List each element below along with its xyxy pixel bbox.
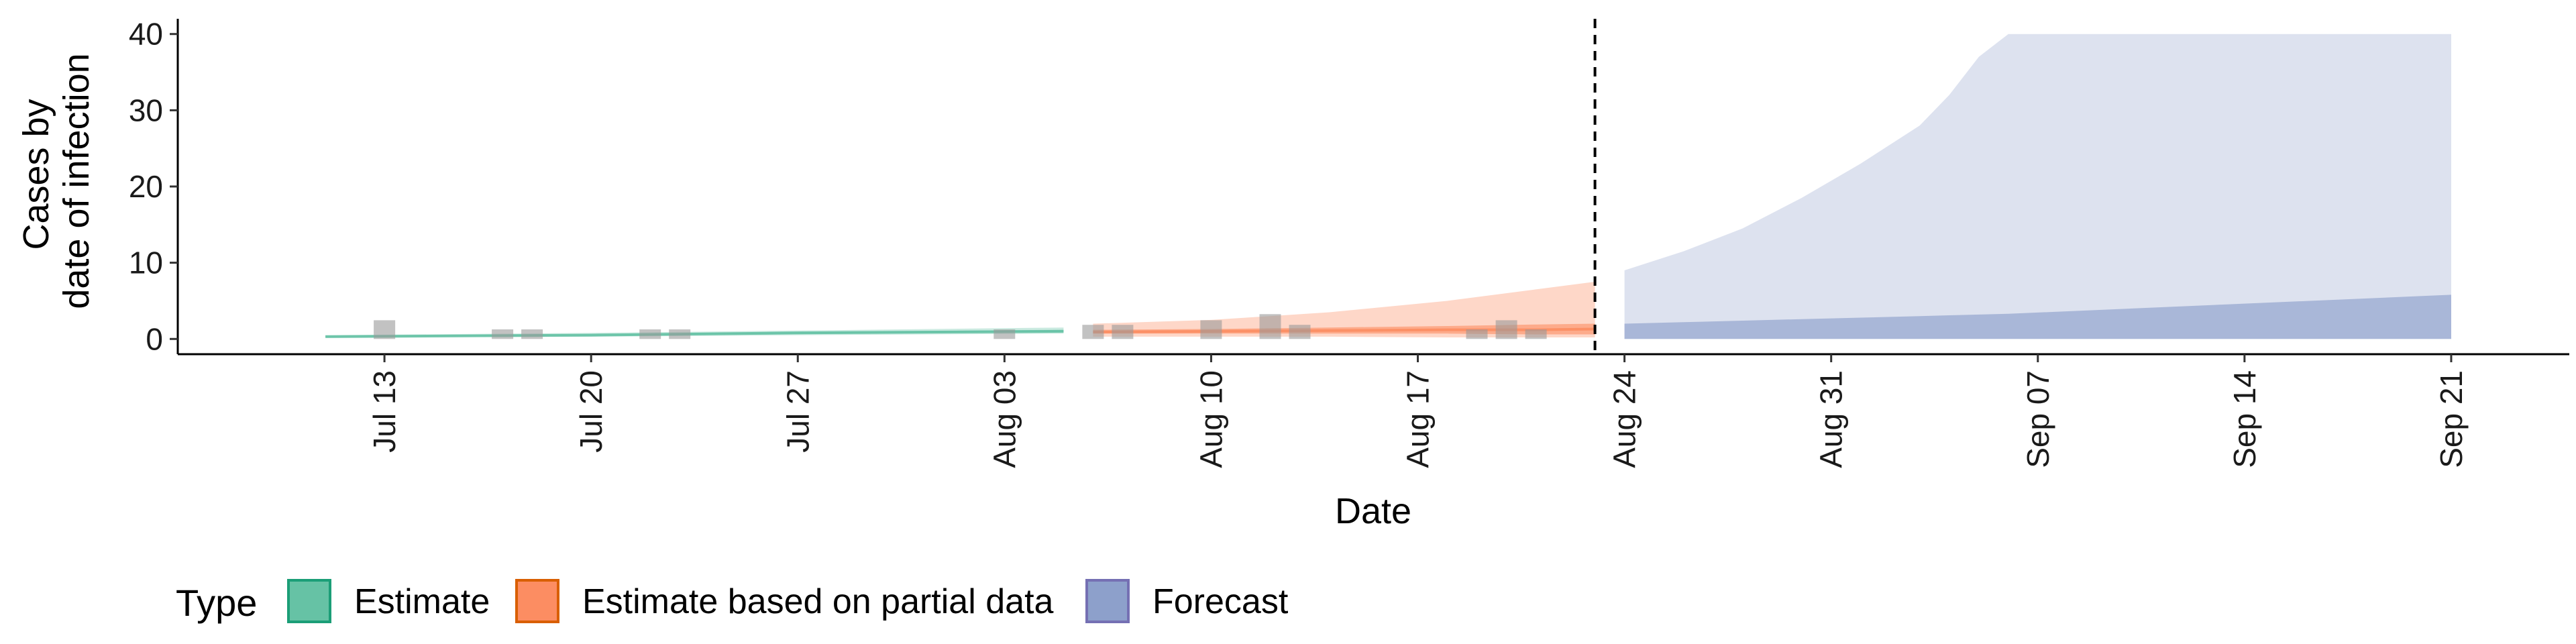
observed-case-bar-10: [1289, 325, 1311, 339]
series-estimate: [325, 327, 1064, 338]
legend-label-partial: Estimate based on partial data: [582, 582, 1054, 621]
legend-item-partial: Estimate based on partial data: [515, 579, 1054, 623]
legend-swatch-forecast: [1085, 579, 1130, 623]
x-tick-label-10: Sep 21: [2434, 370, 2469, 468]
observed-case-bar-8: [1200, 320, 1222, 339]
plot-area: [325, 19, 2451, 354]
x-tick-label-8: Sep 07: [2021, 370, 2055, 468]
legend-title: Type: [176, 582, 257, 624]
axes: Cases by date of infection Date 0 10 20 30 4…: [16, 17, 2569, 531]
x-tick-label-7: Aug 31: [1814, 370, 1849, 468]
y-axis-title-line-1: Cases by: [16, 99, 56, 250]
legend-label-forecast: Forecast: [1152, 582, 1289, 621]
x-tick-label-0: Jul 13: [367, 370, 402, 453]
y-tick-label-1: 10: [129, 246, 163, 280]
y-tick-label-0: 0: [146, 321, 163, 356]
observed-case-bar-5: [994, 329, 1016, 339]
observed-case-bar-9: [1259, 314, 1281, 339]
legend: Type Estimate Estimate based on partial d…: [176, 579, 1289, 624]
x-tick-label-5: Aug 17: [1401, 370, 1436, 468]
legend-swatch-partial: [515, 579, 559, 623]
series-partial: [1093, 282, 1595, 337]
legend-item-forecast: Forecast: [1085, 579, 1289, 623]
y-tick-label-3: 30: [129, 93, 163, 127]
observed-case-bar-1: [492, 329, 514, 339]
series-forecast-ci90-band: [1624, 34, 2451, 339]
legend-swatch-estimate: [287, 579, 331, 623]
observed-case-bar-3: [639, 329, 661, 339]
x-tick-label-2: Jul 27: [780, 370, 815, 453]
observed-case-bar-7: [1112, 325, 1134, 339]
x-tick-label-1: Jul 20: [574, 370, 608, 453]
series-forecast-ci50-band: [1624, 294, 2451, 339]
y-tick-label-4: 40: [129, 17, 163, 52]
x-tick-label-3: Aug 03: [987, 370, 1022, 468]
x-tick-label-6: Aug 24: [1607, 370, 1642, 468]
x-tick-label-9: Sep 14: [2227, 370, 2262, 468]
y-tick-label-2: 20: [129, 169, 163, 204]
observed-case-bar-12: [1495, 320, 1517, 339]
observed-case-bar-13: [1525, 329, 1547, 339]
y-axis-title-line-2: date of infection: [56, 53, 97, 309]
x-axis-title: Date: [1335, 491, 1411, 531]
observed-case-bar-6: [1082, 325, 1104, 339]
observed-case-bar-2: [521, 329, 543, 339]
observed-case-bar-0: [374, 320, 396, 339]
observed-case-bar-4: [669, 329, 691, 339]
series-forecast: [1624, 34, 2451, 339]
x-tick-label-4: Aug 10: [1193, 370, 1228, 468]
legend-label-estimate: Estimate: [354, 582, 490, 621]
legend-item-estimate: Estimate: [287, 579, 490, 623]
series-estimate-median-line: [325, 329, 1064, 338]
observed-cases: [374, 314, 1547, 339]
observed-case-bar-11: [1466, 329, 1488, 339]
